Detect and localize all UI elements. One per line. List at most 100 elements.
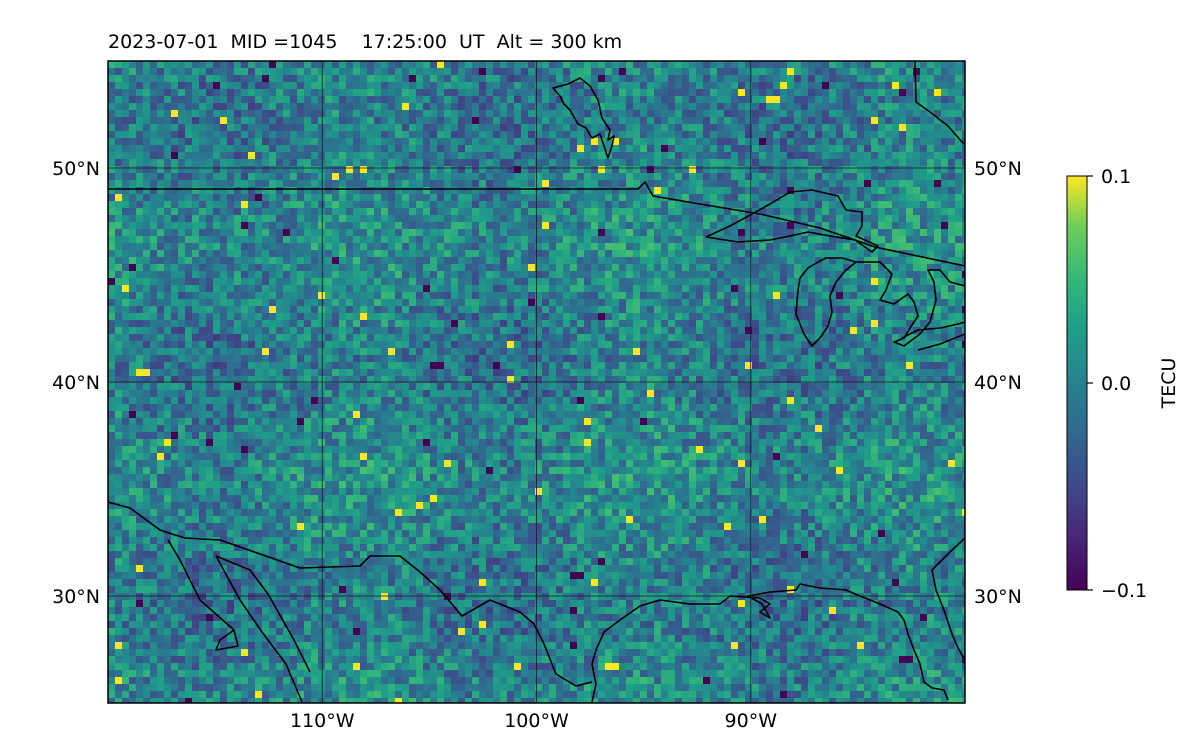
tec-cell [920,292,928,300]
tec-cell [864,257,872,265]
tec-cell [703,243,711,251]
tec-cell [122,180,130,188]
tec-cell [381,68,389,76]
tec-cell [962,187,965,195]
tec-cell [360,320,368,328]
tec-cell [801,306,809,314]
tec-cell [549,124,557,132]
tec-cell [738,187,746,195]
tec-cell [633,96,641,104]
tec-cell [451,292,459,300]
tec-cell [626,194,634,202]
tec-cell [213,250,221,258]
tec-cell [185,292,193,300]
tec-cell [395,208,403,216]
tec-cell [668,222,676,230]
tec-cell [178,138,186,146]
tec-cell [472,201,480,209]
tec-cell [388,201,396,209]
tec-cell [248,117,256,125]
tec-cell [864,166,872,174]
tec-cell [605,110,613,118]
tec-cell [304,68,312,76]
tec-cell [948,75,956,83]
tec-cell [150,341,158,349]
tec-cell [794,194,802,202]
tec-cell [136,187,144,195]
tec-cell [325,166,333,174]
tec-cell [486,89,494,97]
tec-cell [843,180,851,188]
tec-cell [458,236,466,244]
tec-cell [276,159,284,167]
tec-cell [801,124,809,132]
tec-cell [577,313,585,321]
tec-cell [493,229,501,237]
tec-cell [822,152,830,160]
tec-cell [703,299,711,307]
tec-cell [759,271,767,279]
tec-cell [850,292,858,300]
tec-cell [451,208,459,216]
tec-cell [948,82,956,90]
tec-cell [472,117,480,125]
tec-cell [675,215,683,223]
tec-cell [703,334,711,342]
tec-cell [549,75,557,83]
tec-cell [864,96,872,104]
tec-cell [255,82,263,90]
tec-cell [332,278,340,286]
tec-cell [570,243,578,251]
tec-cell [472,131,480,139]
tec-cell [409,215,417,223]
tec-cell [913,194,921,202]
tec-cell [346,82,354,90]
tec-cell [731,334,739,342]
tec-cell [444,250,452,258]
tec-cell [199,313,207,321]
tec-cell [311,124,319,132]
tec-cell [850,117,858,125]
tec-cell [409,257,417,265]
tec-cell [290,299,298,307]
tec-cell [899,306,907,314]
tec-cell [311,159,319,167]
tec-cell [479,145,487,153]
tec-cell [227,264,235,272]
tec-cell [192,82,200,90]
tec-cell [451,285,459,293]
tec-cell [437,75,445,83]
tec-cell [549,320,557,328]
tec-cell [885,110,893,118]
tec-cell [955,229,963,237]
tec-cell [479,180,487,188]
tec-cell [437,285,445,293]
tec-cell [472,96,480,104]
tec-cell [577,61,585,69]
tec-cell [605,61,613,69]
tec-cell [801,110,809,118]
tec-cell [570,89,578,97]
tec-cell [465,285,473,293]
tec-cell [500,327,508,335]
tec-cell [850,89,858,97]
tec-cell [696,271,704,279]
tec-cell [871,61,879,69]
tec-cell [136,299,144,307]
tec-cell [598,68,606,76]
tec-cell [941,327,949,335]
tec-cell [570,117,578,125]
tec-cell [808,313,816,321]
tec-cell [731,229,739,237]
tec-cell [682,264,690,272]
tec-cell [353,250,361,258]
tec-cell [500,110,508,118]
tec-cell [325,201,333,209]
tec-cell [591,173,599,181]
tec-cell [668,166,676,174]
tec-cell [549,131,557,139]
tec-cell [661,75,669,83]
tec-cell [227,75,235,83]
tec-cell [227,208,235,216]
